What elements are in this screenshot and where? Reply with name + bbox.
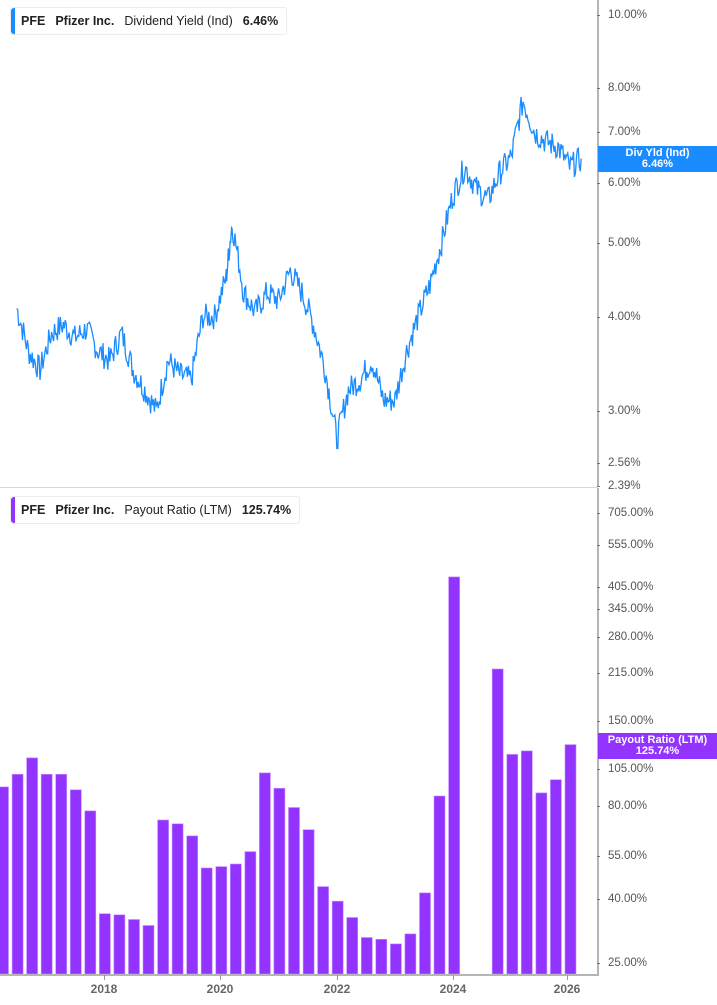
payout-bar[interactable] (40, 773, 53, 975)
y-tick: 8.00% (597, 82, 641, 94)
x-tick (453, 975, 454, 980)
y-tick: 215.00% (596, 667, 653, 679)
x-axis (0, 974, 598, 976)
payout-bar[interactable] (200, 867, 213, 975)
payout-bar[interactable] (390, 943, 402, 975)
payout-bar[interactable] (0, 786, 9, 975)
legend-company-name: Pfizer Inc. (55, 14, 115, 28)
payout-bar[interactable] (273, 787, 286, 975)
dividend-yield-line (16, 96, 582, 450)
y-tick: 4.00% (597, 311, 641, 323)
x-tick (220, 975, 221, 980)
payout-bar[interactable] (186, 835, 198, 975)
dividend-yield-line-chart[interactable] (0, 0, 598, 487)
legend-metric: Dividend Yield (Ind) (124, 14, 233, 28)
payout-bar[interactable] (331, 900, 344, 975)
x-label: 2024 (439, 982, 467, 996)
payout-bar[interactable] (564, 744, 577, 975)
payout-bar[interactable] (142, 925, 155, 975)
payout-bar[interactable] (84, 810, 97, 975)
y-tick: 555.00% (596, 539, 653, 551)
legend-ticker: PFE (21, 14, 46, 28)
payout-bar[interactable] (419, 892, 431, 975)
y-tick: 7.00% (597, 126, 641, 138)
y-tick: 105.00% (596, 763, 653, 775)
payout-bar[interactable] (244, 851, 257, 975)
payout-bar[interactable] (302, 829, 315, 975)
payout-bar[interactable] (171, 823, 184, 975)
x-label: 2026 (553, 982, 581, 996)
legend-ticker: PFE (21, 503, 46, 517)
flag-label: Div Yld (Ind) (625, 147, 690, 159)
payout-bar[interactable] (520, 750, 533, 975)
payout-bar[interactable] (346, 917, 359, 975)
payout-bar[interactable] (404, 933, 417, 975)
payout-bar[interactable] (128, 919, 140, 975)
legend-metric: Payout Ratio (LTM) (124, 503, 232, 517)
payout-bar[interactable] (535, 792, 548, 975)
x-label: 2022 (323, 982, 351, 996)
current-yield-flag: Div Yld (Ind) 6.46% (598, 146, 717, 172)
y-tick: 25.00% (596, 957, 647, 969)
x-label: 2018 (90, 982, 118, 996)
payout-bar[interactable] (55, 773, 68, 975)
payout-bar[interactable] (230, 863, 242, 975)
payout-bar[interactable] (360, 937, 373, 975)
payout-bar[interactable] (157, 819, 169, 975)
flag-value: 6.46% (641, 158, 674, 170)
y-tick: 5.00% (597, 237, 641, 249)
y-tick: 150.00% (596, 715, 653, 727)
y-tick: 40.00% (596, 893, 647, 905)
payout-bar[interactable] (550, 779, 562, 975)
flag-value: 125.74% (635, 745, 680, 757)
payout-bar[interactable] (375, 938, 388, 975)
payout-bar[interactable] (491, 668, 504, 975)
y-tick: 10.00% (596, 9, 647, 21)
y-tick: 2.56% (597, 457, 641, 469)
payout-bar[interactable] (433, 795, 446, 975)
payout-bar[interactable] (288, 807, 300, 975)
y-tick: 80.00% (596, 800, 647, 812)
top-legend[interactable]: PFE Pfizer Inc. Dividend Yield (Ind) 6.4… (10, 7, 288, 35)
y-tick: 3.00% (597, 405, 641, 417)
y-tick: 55.00% (596, 850, 647, 862)
y-tick: 345.00% (596, 603, 653, 615)
y-tick: 405.00% (596, 581, 653, 593)
legend-color-swatch (11, 8, 15, 34)
bottom-y-axis (597, 488, 599, 976)
payout-bar[interactable] (70, 789, 82, 975)
payout-bar[interactable] (506, 754, 519, 975)
legend-value: 125.74% (241, 503, 292, 517)
y-tick: 6.00% (597, 177, 641, 189)
y-tick: 280.00% (596, 631, 653, 643)
payout-ratio-bar-chart[interactable] (0, 0, 598, 1005)
x-tick (104, 975, 105, 980)
payout-bar[interactable] (26, 757, 38, 975)
x-tick (567, 975, 568, 980)
legend-value: 6.46% (242, 14, 279, 28)
flag-label: Payout Ratio (LTM) (607, 734, 708, 746)
payout-bar[interactable] (113, 914, 126, 975)
payout-bar[interactable] (448, 576, 460, 975)
x-tick (337, 975, 338, 980)
payout-bar[interactable] (317, 886, 329, 975)
y-tick: 705.00% (596, 507, 653, 519)
panel-divider[interactable] (0, 487, 598, 488)
y-tick: 2.39% (597, 480, 641, 492)
legend-color-swatch (11, 497, 15, 523)
x-label: 2020 (206, 982, 234, 996)
payout-bar[interactable] (11, 773, 24, 975)
dividend-yield-panel: PFE Pfizer Inc. Dividend Yield (Ind) 6.4… (0, 0, 717, 492)
current-payout-flag: Payout Ratio (LTM) 125.74% (598, 733, 717, 759)
legend-company-name: Pfizer Inc. (55, 503, 115, 517)
bottom-legend[interactable]: PFE Pfizer Inc. Payout Ratio (LTM) 125.7… (10, 496, 301, 524)
payout-bar[interactable] (215, 866, 228, 975)
payout-bar[interactable] (259, 772, 271, 975)
payout-bar[interactable] (99, 913, 111, 975)
